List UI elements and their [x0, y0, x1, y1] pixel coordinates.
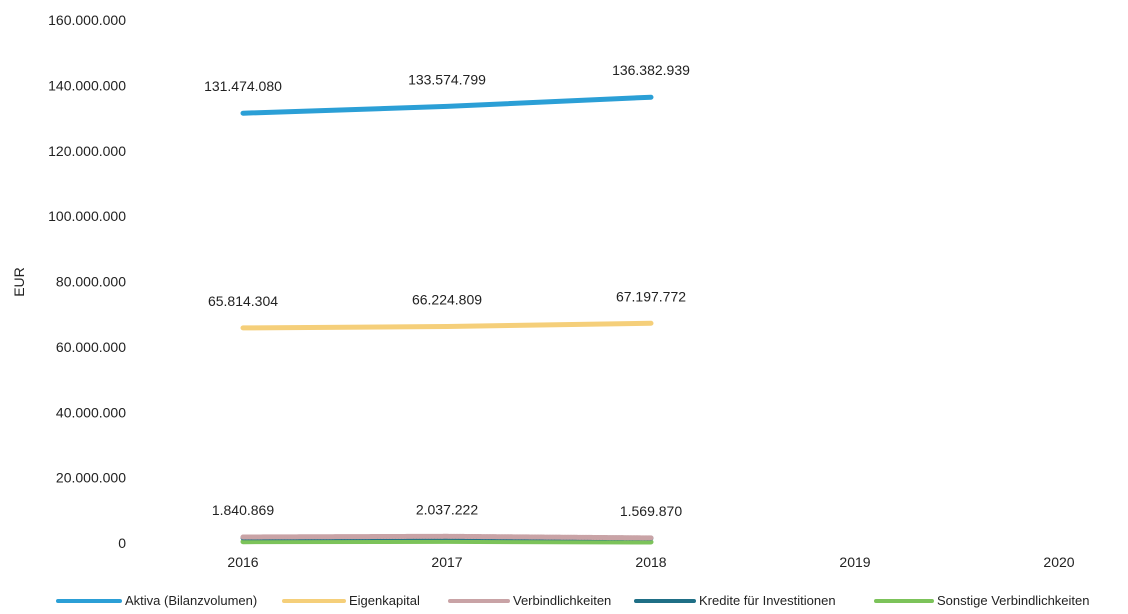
y-axis-ticks: 0 20.000.000 40.000.000 60.000.000 80.000.00…: [48, 12, 126, 551]
legend-label: Kredite für Investitionen: [699, 593, 836, 608]
y-tick-label: 100.000.000: [48, 208, 126, 224]
y-tick-label: 60.000.000: [56, 339, 126, 355]
y-tick-label: 140.000.000: [48, 77, 126, 93]
data-label: 1.569.870: [620, 503, 682, 519]
legend-label: Verbindlichkeiten: [513, 593, 611, 608]
data-label: 1.840.869: [212, 502, 274, 518]
y-tick-label: 20.000.000: [56, 470, 126, 486]
legend: Aktiva (Bilanzvolumen) Eigenkapital Verbin…: [56, 593, 1090, 608]
series-line-2: [240, 320, 654, 331]
y-axis-title: EUR: [11, 267, 27, 297]
data-labels: 131.474.080 133.574.799 136.382.939 65.814.…: [204, 62, 690, 519]
series-line-1: [240, 94, 654, 116]
x-tick-label: 2018: [635, 554, 666, 570]
series-lines: [240, 94, 654, 545]
legend-label: Aktiva (Bilanzvolumen): [125, 593, 257, 608]
data-label: 133.574.799: [408, 71, 486, 87]
x-tick-label: 2020: [1043, 554, 1074, 570]
x-axis-ticks: 2016 2017 2018 2019 2020: [227, 554, 1074, 570]
x-tick-label: 2019: [839, 554, 870, 570]
data-label: 2.037.222: [416, 501, 478, 517]
x-tick-label: 2016: [227, 554, 258, 570]
y-tick-label: 80.000.000: [56, 274, 126, 290]
series-line-5: [240, 538, 654, 545]
y-tick-label: 120.000.000: [48, 143, 126, 159]
y-tick-label: 160.000.000: [48, 12, 126, 28]
data-label: 131.474.080: [204, 78, 282, 94]
y-tick-label: 0: [118, 535, 126, 551]
y-tick-label: 40.000.000: [56, 404, 126, 420]
series-line-3: [240, 533, 654, 541]
data-label: 67.197.772: [616, 288, 686, 304]
data-label: 65.814.304: [208, 293, 278, 309]
data-label: 66.224.809: [412, 292, 482, 308]
legend-label: Sonstige Verbindlichkeiten: [937, 593, 1090, 608]
data-label: 136.382.939: [612, 62, 690, 78]
legend-label: Eigenkapital: [349, 593, 420, 608]
x-tick-label: 2017: [431, 554, 462, 570]
